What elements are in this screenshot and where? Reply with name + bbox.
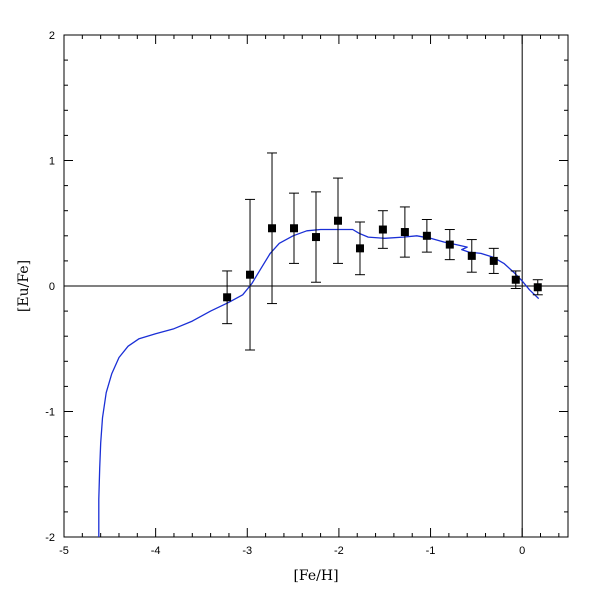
data-point [332,177,343,264]
data-point [289,192,300,264]
ticks-layer: -5 -4 -3 -2 -1 0 -2 -1 0 1 2 [45,30,568,557]
x-axis-title: [Fe/H] [293,568,338,584]
data-marker [223,293,232,302]
y-tick-label: 2 [49,30,55,42]
x-tick-label: -1 [426,545,436,557]
data-point [421,218,432,253]
data-point [245,198,256,351]
data-marker [511,275,520,284]
data-marker [246,270,255,279]
y-axis-title: [Eu/Fe] [16,260,32,312]
data-marker [290,224,299,233]
data-point [510,270,521,290]
data-point [399,206,410,258]
data-marker [533,283,542,292]
y-tick-label: 0 [49,281,55,293]
data-point [532,279,543,296]
data-points-layer [222,152,543,351]
model-curve-layer [98,228,540,537]
data-marker [400,228,409,237]
data-marker [333,216,342,225]
data-marker [445,240,454,249]
x-tick-label: 0 [519,545,525,557]
data-point [354,221,365,276]
data-marker [378,225,387,234]
data-marker [355,244,364,253]
data-point [267,152,278,305]
x-tick-label: -3 [242,545,252,557]
y-tick-label: -2 [45,532,55,544]
data-point [377,210,388,249]
data-marker [312,233,320,242]
data-marker [467,251,476,260]
data-marker [422,231,431,240]
data-point [311,191,321,283]
x-tick-label: -2 [334,545,344,557]
model-curve [98,228,540,537]
data-point [488,247,499,274]
x-tick-label: -5 [59,545,69,557]
data-marker [489,256,498,265]
data-marker [268,224,277,233]
x-tick-label: -4 [151,545,161,557]
data-point [466,239,477,273]
y-tick-label: 1 [49,156,55,168]
reference-lines [64,35,568,537]
data-point [222,270,233,325]
y-tick-label: -1 [45,407,55,419]
data-point [444,229,455,261]
